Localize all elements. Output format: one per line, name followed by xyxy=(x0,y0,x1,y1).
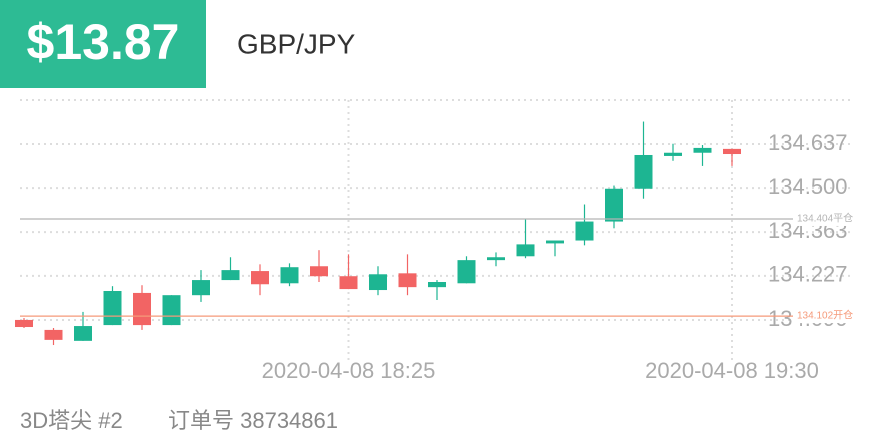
candle-body xyxy=(457,260,476,284)
candle-body xyxy=(310,266,328,277)
level-label-bg xyxy=(793,211,855,226)
candle-body xyxy=(369,274,387,291)
candle-body xyxy=(398,273,417,288)
candle-body xyxy=(634,154,653,189)
strategy-name: 3D塔尖 #2 xyxy=(20,408,123,433)
level-label: 134.102开仓 xyxy=(797,309,853,322)
y-tick-label: 134.637 xyxy=(768,130,848,155)
level-label: 134.404平仓 xyxy=(797,212,853,225)
candle-body xyxy=(280,267,299,284)
candle-body xyxy=(339,276,358,290)
candle-body xyxy=(74,326,92,341)
y-tick-label: 134.500 xyxy=(768,174,848,199)
price: $13.87 xyxy=(27,14,180,70)
order-number: 订单号 38734861 xyxy=(168,408,338,433)
price-badge xyxy=(0,0,206,88)
candle-body xyxy=(103,291,122,326)
candle-body xyxy=(723,148,741,155)
y-tick-label: 134.227 xyxy=(768,262,848,287)
candle-body xyxy=(664,152,682,156)
candle-body xyxy=(251,271,269,285)
candle-body xyxy=(487,257,505,261)
candle-body xyxy=(221,270,240,281)
level-label-bg xyxy=(793,309,855,324)
candle-body xyxy=(15,319,33,328)
candle-body xyxy=(133,292,151,326)
candle-body xyxy=(44,329,63,340)
candle-body xyxy=(575,221,594,241)
candle-body xyxy=(546,240,564,244)
x-tick-label: 2020-04-08 19:30 xyxy=(645,358,819,383)
x-tick-label: 2020-04-08 18:25 xyxy=(262,358,436,383)
candle-body xyxy=(605,188,623,222)
candle-body xyxy=(693,147,712,153)
candle-body xyxy=(192,280,210,296)
pair: GBP/JPY xyxy=(237,28,356,59)
candle-body xyxy=(516,244,535,257)
candle-body xyxy=(162,295,181,326)
candle-body xyxy=(428,282,446,288)
